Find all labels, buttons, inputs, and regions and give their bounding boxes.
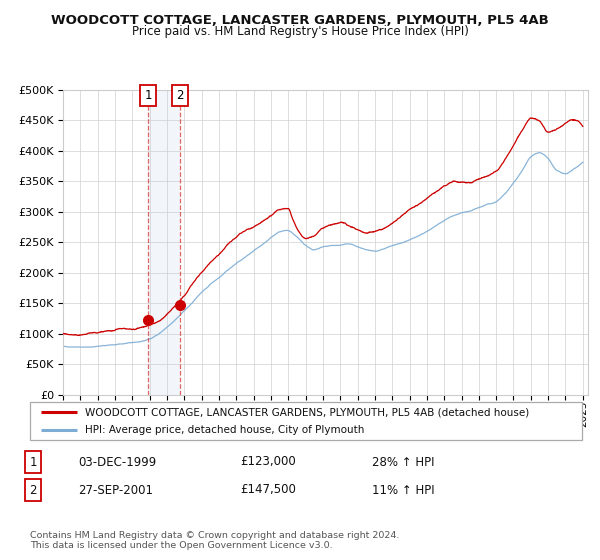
Text: £123,000: £123,000	[240, 455, 296, 469]
FancyBboxPatch shape	[30, 402, 582, 440]
Text: 27-SEP-2001: 27-SEP-2001	[78, 483, 153, 497]
Text: HPI: Average price, detached house, City of Plymouth: HPI: Average price, detached house, City…	[85, 424, 365, 435]
Text: 11% ↑ HPI: 11% ↑ HPI	[372, 483, 434, 497]
Text: 28% ↑ HPI: 28% ↑ HPI	[372, 455, 434, 469]
Text: WOODCOTT COTTAGE, LANCASTER GARDENS, PLYMOUTH, PL5 4AB: WOODCOTT COTTAGE, LANCASTER GARDENS, PLY…	[51, 14, 549, 27]
Text: WOODCOTT COTTAGE, LANCASTER GARDENS, PLYMOUTH, PL5 4AB (detached house): WOODCOTT COTTAGE, LANCASTER GARDENS, PLY…	[85, 407, 529, 417]
Bar	[148, 90, 180, 395]
Text: 2: 2	[29, 483, 37, 497]
Text: 1: 1	[145, 89, 152, 102]
Text: 1: 1	[29, 455, 37, 469]
Text: Contains HM Land Registry data © Crown copyright and database right 2024.
This d: Contains HM Land Registry data © Crown c…	[30, 531, 400, 550]
Text: £147,500: £147,500	[240, 483, 296, 497]
Text: Price paid vs. HM Land Registry's House Price Index (HPI): Price paid vs. HM Land Registry's House …	[131, 25, 469, 38]
Text: 2: 2	[176, 89, 184, 102]
Text: 03-DEC-1999: 03-DEC-1999	[78, 455, 156, 469]
